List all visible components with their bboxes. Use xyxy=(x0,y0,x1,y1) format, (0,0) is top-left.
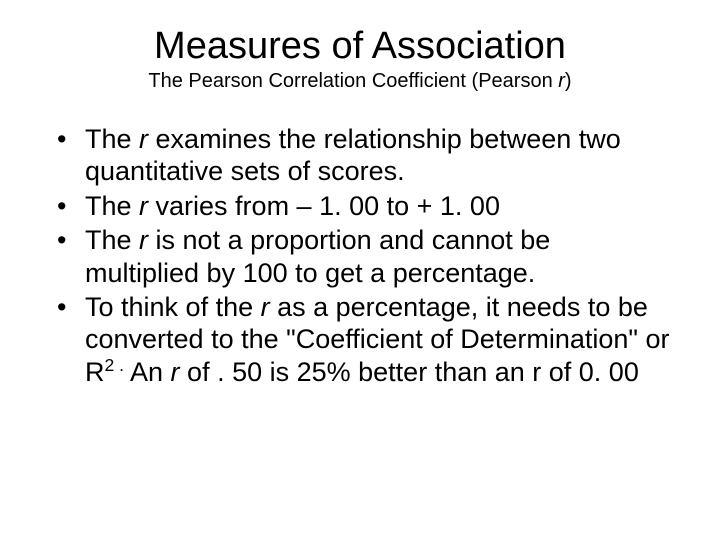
subtitle-suffix: ) xyxy=(565,70,572,92)
slide-subtitle: The Pearson Correlation Coefficient (Pea… xyxy=(50,70,670,93)
italic-span: r xyxy=(139,225,148,255)
italic-span: r xyxy=(139,124,148,154)
bullet-icon: • xyxy=(55,190,85,222)
bullet-icon: • xyxy=(55,291,85,323)
text-span: is not a proportion and cannot be multip… xyxy=(85,225,550,287)
slide-title: Measures of Association xyxy=(50,25,670,68)
italic-span: r xyxy=(139,191,148,221)
bullet-text: The r is not a proportion and cannot be … xyxy=(85,224,670,289)
list-item: • The r examines the relationship betwee… xyxy=(55,123,670,188)
text-span: An xyxy=(124,357,171,387)
bullet-text: The r varies from – 1. 00 to + 1. 00 xyxy=(85,190,670,222)
bullet-text: To think of the r as a percentage, it ne… xyxy=(85,291,670,388)
text-span: The xyxy=(85,124,139,154)
text-span: The xyxy=(85,225,139,255)
text-span: To think of the xyxy=(85,292,261,322)
list-item: • To think of the r as a percentage, it … xyxy=(55,291,670,388)
bullet-icon: • xyxy=(55,224,85,256)
text-span: varies from – 1. 00 to + 1. 00 xyxy=(148,191,500,221)
text-span: The xyxy=(85,191,139,221)
text-span: of . 50 is 25% better than an r of 0. 00 xyxy=(180,357,639,387)
bullet-icon: • xyxy=(55,123,85,155)
bullet-text: The r examines the relationship between … xyxy=(85,123,670,188)
bullet-list: • The r examines the relationship betwee… xyxy=(50,123,670,388)
italic-span: r xyxy=(261,292,270,322)
list-item: • The r is not a proportion and cannot b… xyxy=(55,224,670,289)
italic-span: r xyxy=(171,357,180,387)
subtitle-italic: r xyxy=(558,70,565,92)
subtitle-prefix: The Pearson Correlation Coefficient (Pea… xyxy=(148,70,558,92)
superscript: 2 . xyxy=(105,355,125,375)
list-item: • The r varies from – 1. 00 to + 1. 00 xyxy=(55,190,670,222)
text-span: examines the relationship between two qu… xyxy=(85,124,621,186)
